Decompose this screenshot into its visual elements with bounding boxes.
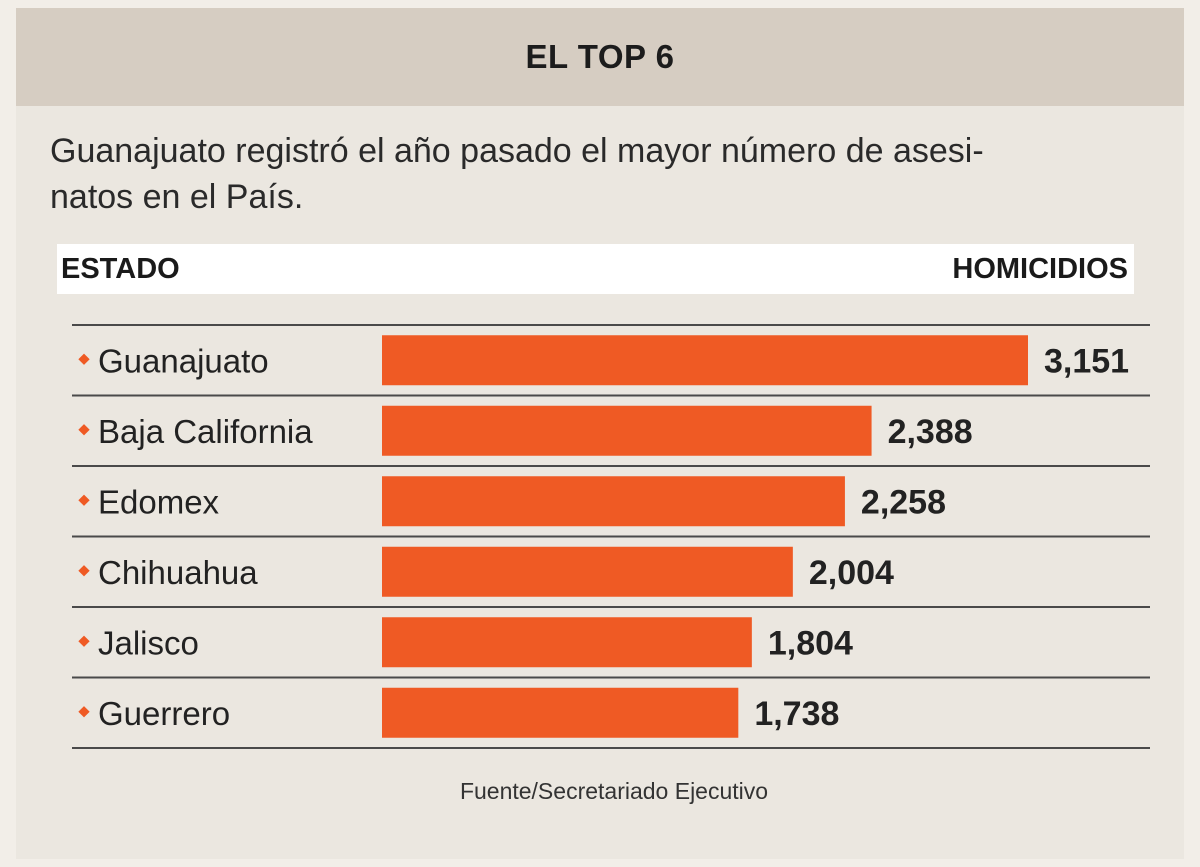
bar-jalisco bbox=[382, 617, 752, 668]
column-header-value: HOMICIDIOS bbox=[952, 253, 1128, 285]
chart-title: EL TOP 6 bbox=[525, 38, 675, 75]
bullet-icon bbox=[78, 353, 90, 365]
bullet-icon bbox=[78, 706, 90, 718]
value-label: 2,004 bbox=[809, 554, 894, 592]
category-label: Guanajuato bbox=[98, 342, 269, 379]
column-header-state: ESTADO bbox=[61, 253, 180, 285]
category-label: Baja California bbox=[98, 413, 313, 450]
bullet-icon bbox=[78, 565, 90, 577]
category-label: Chihuahua bbox=[98, 554, 258, 591]
bar-edomex bbox=[382, 476, 845, 527]
value-label: 3,151 bbox=[1044, 342, 1129, 380]
value-label: 2,388 bbox=[888, 413, 973, 451]
value-label: 1,804 bbox=[768, 624, 853, 662]
chart-subtitle: Guanajuato registró el año pasado el may… bbox=[50, 132, 984, 216]
bar-chihuahua bbox=[382, 546, 793, 597]
value-label: 1,738 bbox=[754, 695, 839, 733]
bullet-icon bbox=[78, 635, 90, 647]
bullet-icon bbox=[78, 424, 90, 436]
value-label: 2,258 bbox=[861, 483, 946, 521]
bar-guanajuato bbox=[382, 335, 1028, 386]
category-label: Guerrero bbox=[98, 695, 230, 732]
source-note: Fuente/Secretariado Ejecutivo bbox=[459, 778, 769, 804]
category-label: Edomex bbox=[98, 483, 220, 520]
bar-baja-california bbox=[382, 405, 872, 456]
bullet-icon bbox=[78, 494, 90, 506]
column-header-bar: ESTADO HOMICIDIOS bbox=[57, 244, 1134, 294]
bar-guerrero bbox=[382, 687, 739, 738]
header-band: EL TOP 6 bbox=[16, 8, 1184, 106]
category-label: Jalisco bbox=[98, 624, 199, 661]
